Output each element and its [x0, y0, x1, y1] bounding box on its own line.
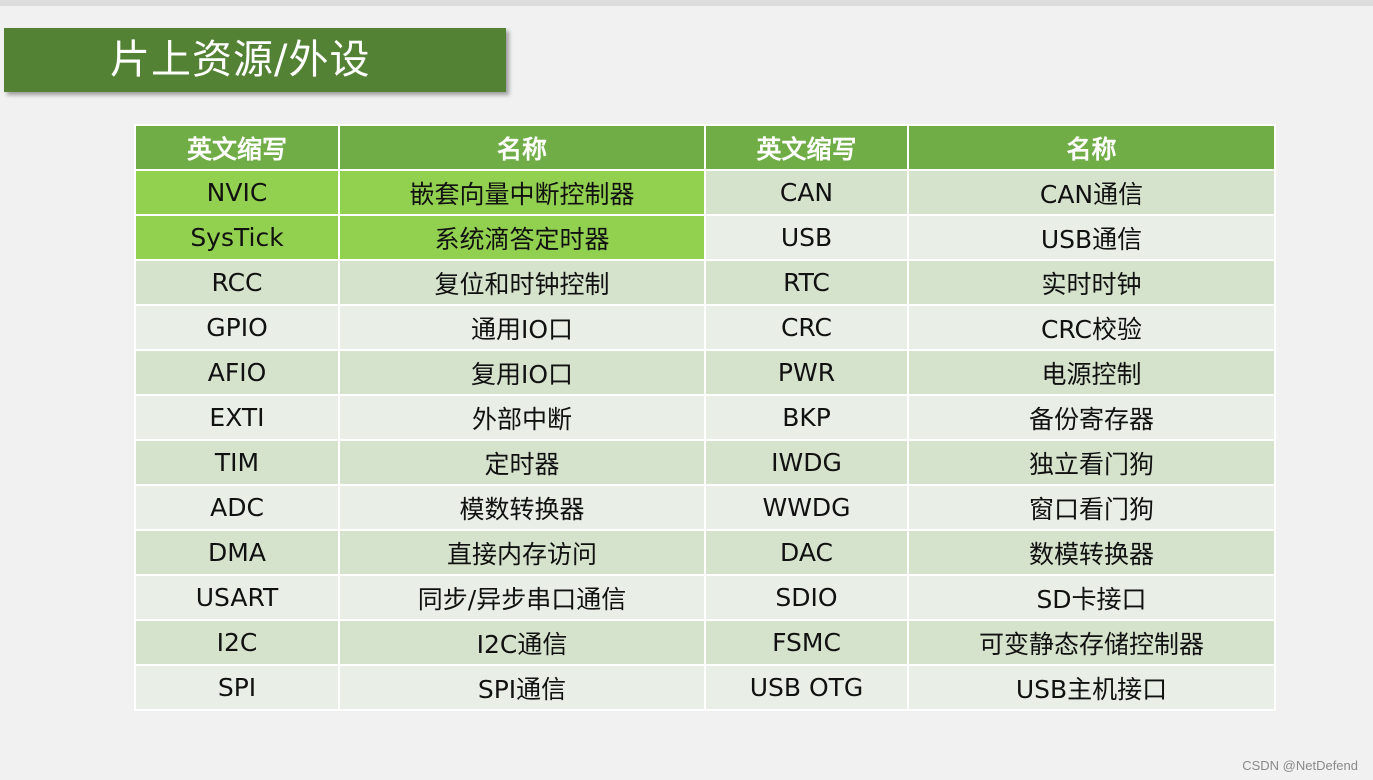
cell-abbr-right: USB OTG — [704, 664, 909, 711]
table-row: TIM 定时器 IWDG 独立看门狗 — [134, 439, 1276, 486]
slide-title: 片上资源/外设 — [110, 37, 371, 83]
table-header-row: 英文缩写 名称 英文缩写 名称 — [134, 124, 1276, 171]
cell-abbr-right: CRC — [704, 304, 909, 351]
cell-name-left: 复位和时钟控制 — [338, 259, 706, 306]
cell-name-right: 可变静态存储控制器 — [907, 619, 1276, 666]
cell-abbr-left: NVIC — [134, 169, 340, 216]
cell-name-left: 外部中断 — [338, 394, 706, 441]
table-row: ADC 模数转换器 WWDG 窗口看门狗 — [134, 484, 1276, 531]
cell-abbr-left: GPIO — [134, 304, 340, 351]
cell-abbr-right: BKP — [704, 394, 909, 441]
cell-abbr-left: SPI — [134, 664, 340, 711]
cell-abbr-right: FSMC — [704, 619, 909, 666]
cell-name-left: 通用IO口 — [338, 304, 706, 351]
top-rule — [0, 0, 1373, 6]
table-row: RCC 复位和时钟控制 RTC 实时时钟 — [134, 259, 1276, 306]
cell-name-left: 系统滴答定时器 — [338, 214, 706, 261]
cell-name-right: 数模转换器 — [907, 529, 1276, 576]
cell-abbr-left: USART — [134, 574, 340, 621]
cell-abbr-right: WWDG — [704, 484, 909, 531]
title-banner: 片上资源/外设 — [4, 28, 506, 92]
cell-abbr-right: PWR — [704, 349, 909, 396]
table-row: I2C I2C通信 FSMC 可变静态存储控制器 — [134, 619, 1276, 666]
table-row: SysTick 系统滴答定时器 USB USB通信 — [134, 214, 1276, 261]
cell-abbr-left: TIM — [134, 439, 340, 486]
cell-abbr-left: ADC — [134, 484, 340, 531]
cell-name-right: 实时时钟 — [907, 259, 1276, 306]
cell-name-right: 窗口看门狗 — [907, 484, 1276, 531]
cell-abbr-left: I2C — [134, 619, 340, 666]
csdn-watermark: CSDN @NetDefend — [1242, 758, 1358, 773]
table-row: SPI SPI通信 USB OTG USB主机接口 — [134, 664, 1276, 711]
cell-name-right: CAN通信 — [907, 169, 1276, 216]
table-row: AFIO 复用IO口 PWR 电源控制 — [134, 349, 1276, 396]
cell-name-left: I2C通信 — [338, 619, 706, 666]
cell-abbr-right: RTC — [704, 259, 909, 306]
cell-name-left: 定时器 — [338, 439, 706, 486]
cell-abbr-left: AFIO — [134, 349, 340, 396]
cell-abbr-right: CAN — [704, 169, 909, 216]
cell-name-left: 直接内存访问 — [338, 529, 706, 576]
cell-name-right: SD卡接口 — [907, 574, 1276, 621]
cell-name-left: 嵌套向量中断控制器 — [338, 169, 706, 216]
cell-name-right: CRC校验 — [907, 304, 1276, 351]
cell-name-left: 复用IO口 — [338, 349, 706, 396]
cell-abbr-left: DMA — [134, 529, 340, 576]
cell-name-left: 模数转换器 — [338, 484, 706, 531]
cell-name-right: USB通信 — [907, 214, 1276, 261]
cell-name-right: 备份寄存器 — [907, 394, 1276, 441]
table-row: GPIO 通用IO口 CRC CRC校验 — [134, 304, 1276, 351]
header-abbr-2: 英文缩写 — [704, 124, 909, 171]
table-row: EXTI 外部中断 BKP 备份寄存器 — [134, 394, 1276, 441]
peripherals-table: 英文缩写 名称 英文缩写 名称 NVIC 嵌套向量中断控制器 CAN CAN通信… — [134, 124, 1276, 711]
cell-abbr-left: EXTI — [134, 394, 340, 441]
header-name-1: 名称 — [338, 124, 706, 171]
cell-abbr-left: RCC — [134, 259, 340, 306]
cell-abbr-right: DAC — [704, 529, 909, 576]
cell-name-right: USB主机接口 — [907, 664, 1276, 711]
cell-abbr-left: SysTick — [134, 214, 340, 261]
table-row: NVIC 嵌套向量中断控制器 CAN CAN通信 — [134, 169, 1276, 216]
table-row: DMA 直接内存访问 DAC 数模转换器 — [134, 529, 1276, 576]
cell-name-left: 同步/异步串口通信 — [338, 574, 706, 621]
cell-name-right: 电源控制 — [907, 349, 1276, 396]
header-abbr-1: 英文缩写 — [134, 124, 340, 171]
table-row: USART 同步/异步串口通信 SDIO SD卡接口 — [134, 574, 1276, 621]
cell-abbr-right: IWDG — [704, 439, 909, 486]
cell-name-right: 独立看门狗 — [907, 439, 1276, 486]
peripherals-table-container: 英文缩写 名称 英文缩写 名称 NVIC 嵌套向量中断控制器 CAN CAN通信… — [134, 124, 1276, 711]
header-name-2: 名称 — [907, 124, 1276, 171]
cell-abbr-right: SDIO — [704, 574, 909, 621]
cell-name-left: SPI通信 — [338, 664, 706, 711]
cell-abbr-right: USB — [704, 214, 909, 261]
